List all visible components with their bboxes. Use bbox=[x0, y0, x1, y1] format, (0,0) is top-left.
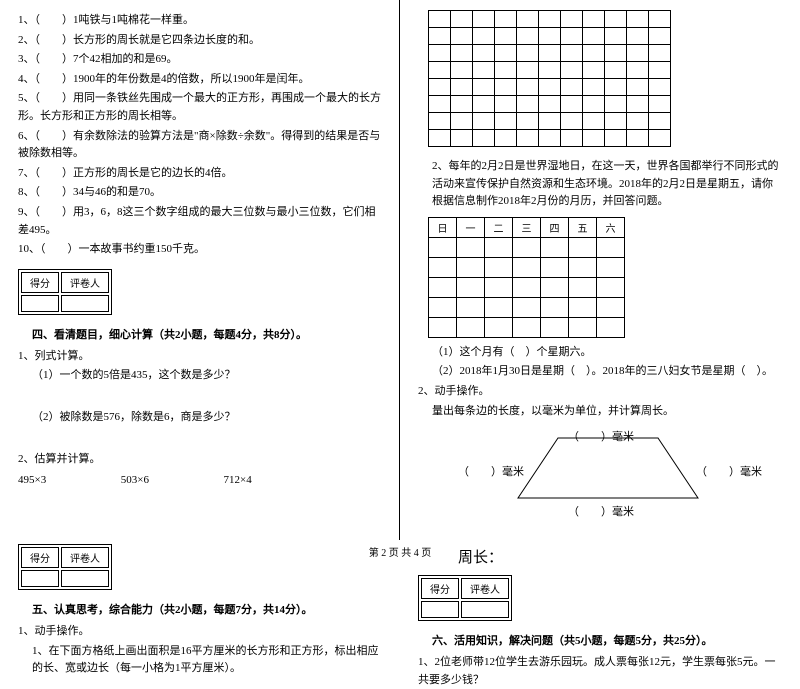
judge-8: 8、（ ）34与46的和是70。 bbox=[18, 184, 381, 202]
judge-10: 10、（ ）一本故事书约重150千克。 bbox=[18, 241, 381, 259]
grid-paper bbox=[428, 10, 671, 147]
s5-p3a: 量出每条边的长度，以毫米为单位，并计算周长。 bbox=[432, 403, 782, 421]
s4-p1a: （1）一个数的5倍是435，这个数是多少？ bbox=[32, 367, 381, 385]
calc-2: 503×6 bbox=[121, 474, 221, 486]
grader-label: 评卷人 bbox=[461, 578, 509, 599]
bottom-mm: （ ）毫米 bbox=[568, 503, 634, 519]
judge-6: 6、（ ）有余数除法的验算方法是"商×除数÷余数"。得得到的结果是否与被除数相等… bbox=[18, 128, 381, 163]
s5-p1: 1、动手操作。 bbox=[18, 623, 381, 641]
s5-q2b: （2）2018年1月30日是星期（ ）。2018年的三八妇女节是星期（ ）。 bbox=[432, 363, 782, 381]
left-mm: （ ）毫米 bbox=[458, 463, 524, 479]
score-box-6: 得分 评卷人 bbox=[418, 575, 512, 621]
calc-3: 712×4 bbox=[224, 474, 324, 486]
judge-4: 4、（ ）1900年的年份数是4的倍数，所以1900年是闰年。 bbox=[18, 71, 381, 89]
s4-p2: 2、估算并计算。 bbox=[18, 451, 381, 469]
s5-p3: 2、动手操作。 bbox=[418, 383, 782, 401]
s6-q1: 1、2位老师带12位学生去游乐园玩。成人票每张12元，学生票每张5元。一共要多少… bbox=[418, 654, 782, 689]
judge-2: 2、（ ）长方形的周长就是它四条边长度的和。 bbox=[18, 32, 381, 50]
section-6-title: 六、活用知识，解决问题（共5小题，每题5分，共25分）。 bbox=[432, 632, 782, 648]
calc-row: 495×3 503×6 712×4 bbox=[18, 474, 381, 486]
s4-p1b: （2）被除数是576，除数是6，商是多少？ bbox=[32, 409, 381, 427]
calendar-table: 日一二三四五六 bbox=[428, 217, 625, 338]
judge-9: 9、（ ）用3，6，8这三个数字组成的最大三位数与最小三位数，它们相差495。 bbox=[18, 204, 381, 239]
trapezoid-figure: （ ）毫米 （ ）毫米 （ ）毫米 （ ）毫米 bbox=[418, 428, 782, 538]
score-label: 得分 bbox=[421, 578, 459, 599]
score-box-4: 得分 评卷人 bbox=[18, 269, 112, 315]
grader-label: 评卷人 bbox=[61, 272, 109, 293]
top-mm: （ ）毫米 bbox=[568, 428, 634, 444]
judge-5: 5、（ ）用同一条铁丝先围成一个最大的正方形，再围成一个最大的长方形。长方形和正… bbox=[18, 90, 381, 125]
calc-1: 495×3 bbox=[18, 474, 118, 486]
s5-p2: 2、每年的2月2日是世界湿地日，在这一天，世界各国都举行不同形式的活动来宣传保护… bbox=[432, 158, 782, 211]
section-4-title: 四、看清题目，细心计算（共2小题，每题4分，共8分）。 bbox=[32, 326, 381, 342]
section-5-title: 五、认真思考，综合能力（共2小题，每题7分，共14分）。 bbox=[32, 601, 381, 617]
judge-1: 1、（ ）1吨铁与1吨棉花一样重。 bbox=[18, 12, 381, 30]
s5-q2a: （1）这个月有（ ）个星期六。 bbox=[432, 344, 782, 362]
s4-p1: 1、列式计算。 bbox=[18, 348, 381, 366]
score-label: 得分 bbox=[21, 272, 59, 293]
judge-3: 3、（ ）7个42相加的和是69。 bbox=[18, 51, 381, 69]
right-mm: （ ）毫米 bbox=[696, 463, 762, 479]
s5-p1a: 1、在下面方格纸上画出面积是16平方厘米的长方形和正方形，标出相应的长、宽或边长… bbox=[32, 643, 381, 678]
page-footer: 第 2 页 共 4 页 bbox=[0, 544, 800, 559]
judge-7: 7、（ ）正方形的周长是它的边长的4倍。 bbox=[18, 165, 381, 183]
